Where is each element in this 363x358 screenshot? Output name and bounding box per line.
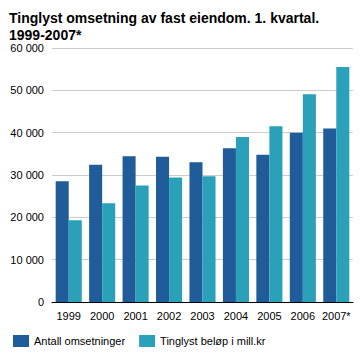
svg-text:2001: 2001 (123, 310, 147, 322)
svg-text:2006: 2006 (291, 310, 315, 322)
svg-text:2002: 2002 (157, 310, 181, 322)
svg-text:40 000: 40 000 (10, 127, 44, 139)
svg-text:Tinglyst omsetning av fast eie: Tinglyst omsetning av fast eiendom. 1. k… (9, 10, 323, 26)
svg-text:Tinglyst beløp i mill.kr: Tinglyst beløp i mill.kr (160, 335, 266, 347)
svg-text:50 000: 50 000 (10, 84, 44, 96)
svg-text:1999: 1999 (56, 310, 80, 322)
svg-text:20 000: 20 000 (10, 211, 44, 223)
svg-text:2000: 2000 (90, 310, 114, 322)
svg-text:2004: 2004 (224, 310, 248, 322)
svg-text:2003: 2003 (190, 310, 214, 322)
svg-text:Antall omsetninger: Antall omsetninger (34, 335, 125, 347)
svg-text:0: 0 (38, 296, 44, 308)
svg-text:1999-2007*: 1999-2007* (9, 27, 82, 43)
svg-text:10 000: 10 000 (10, 254, 44, 266)
svg-text:2005: 2005 (257, 310, 281, 322)
svg-text:2007*: 2007* (322, 310, 351, 322)
svg-text:30 000: 30 000 (10, 169, 44, 181)
svg-text:60 000: 60 000 (10, 42, 44, 54)
